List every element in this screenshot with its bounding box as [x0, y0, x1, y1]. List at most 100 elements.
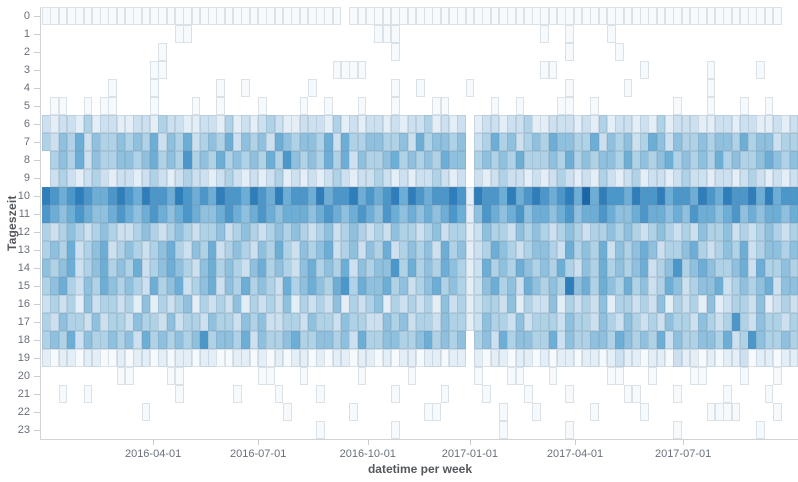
heatmap-cell[interactable] [291, 277, 300, 295]
heatmap-cell[interactable] [573, 277, 583, 295]
heatmap-cell[interactable] [640, 313, 649, 331]
heatmap-cell[interactable] [415, 169, 425, 187]
heatmap-cell[interactable] [789, 205, 798, 223]
heatmap-cell[interactable] [449, 241, 458, 259]
heatmap-cell[interactable] [739, 187, 749, 205]
heatmap-cell[interactable] [432, 403, 442, 421]
heatmap-cell[interactable] [432, 241, 442, 259]
heatmap-cell[interactable] [465, 277, 475, 295]
heatmap-cell[interactable] [781, 295, 791, 313]
heatmap-cell[interactable] [366, 241, 375, 259]
heatmap-cell[interactable] [116, 115, 126, 133]
heatmap-cell[interactable] [773, 151, 782, 169]
heatmap-cell[interactable] [407, 349, 417, 367]
heatmap-cell[interactable] [341, 223, 350, 241]
heatmap-cell[interactable] [399, 349, 408, 367]
heatmap-cell[interactable] [449, 223, 458, 241]
heatmap-cell[interactable] [781, 151, 791, 169]
heatmap-cell[interactable] [58, 169, 68, 187]
heatmap-cell[interactable] [349, 7, 359, 25]
heatmap-cell[interactable] [590, 295, 599, 313]
heatmap-cell[interactable] [191, 151, 201, 169]
heatmap-cell[interactable] [258, 259, 267, 277]
heatmap-cell[interactable] [640, 169, 649, 187]
heatmap-cell[interactable] [739, 151, 749, 169]
heatmap-cell[interactable] [739, 97, 749, 115]
heatmap-cell[interactable] [565, 187, 575, 205]
heatmap-cell[interactable] [75, 313, 84, 331]
heatmap-cell[interactable] [631, 313, 641, 331]
heatmap-cell[interactable] [590, 169, 599, 187]
heatmap-cell[interactable] [665, 277, 674, 295]
heatmap-cell[interactable] [258, 295, 267, 313]
heatmap-cell[interactable] [714, 151, 724, 169]
heatmap-cell[interactable] [75, 223, 84, 241]
heatmap-cell[interactable] [690, 313, 699, 331]
heatmap-cell[interactable] [382, 7, 392, 25]
heatmap-cell[interactable] [723, 7, 732, 25]
heatmap-cell[interactable] [764, 133, 774, 151]
heatmap-cell[interactable] [540, 61, 550, 79]
heatmap-cell[interactable] [449, 115, 458, 133]
heatmap-cell[interactable] [648, 187, 658, 205]
heatmap-cell[interactable] [208, 313, 217, 331]
heatmap-cell[interactable] [565, 79, 575, 97]
heatmap-cell[interactable] [399, 133, 408, 151]
heatmap-cell[interactable] [623, 385, 633, 403]
heatmap-cell[interactable] [158, 277, 167, 295]
heatmap-cell[interactable] [482, 259, 491, 277]
heatmap-cell[interactable] [116, 169, 126, 187]
heatmap-cell[interactable] [324, 205, 334, 223]
heatmap-cell[interactable] [100, 187, 109, 205]
heatmap-cell[interactable] [349, 241, 359, 259]
heatmap-cell[interactable] [640, 331, 649, 349]
heatmap-cell[interactable] [706, 259, 716, 277]
heatmap-cell[interactable] [116, 259, 126, 277]
heatmap-cell[interactable] [291, 205, 300, 223]
heatmap-cell[interactable] [598, 7, 608, 25]
heatmap-cell[interactable] [125, 367, 134, 385]
heatmap-cell[interactable] [75, 259, 84, 277]
heatmap-cell[interactable] [141, 115, 151, 133]
heatmap-cell[interactable] [174, 25, 184, 43]
heatmap-cell[interactable] [166, 223, 176, 241]
heatmap-cell[interactable] [374, 277, 383, 295]
heatmap-cell[interactable] [706, 223, 716, 241]
heatmap-cell[interactable] [490, 205, 500, 223]
heatmap-cell[interactable] [706, 313, 716, 331]
heatmap-cell[interactable] [341, 259, 350, 277]
heatmap-cell[interactable] [307, 115, 317, 133]
heatmap-cell[interactable] [216, 115, 226, 133]
heatmap-cell[interactable] [748, 133, 757, 151]
heatmap-cell[interactable] [515, 367, 525, 385]
heatmap-cell[interactable] [349, 277, 359, 295]
heatmap-cell[interactable] [374, 241, 383, 259]
heatmap-cell[interactable] [183, 151, 192, 169]
heatmap-cell[interactable] [490, 313, 500, 331]
heatmap-cell[interactable] [623, 187, 633, 205]
heatmap-cell[interactable] [116, 223, 126, 241]
heatmap-cell[interactable] [191, 115, 201, 133]
heatmap-cell[interactable] [150, 241, 159, 259]
heatmap-cell[interactable] [432, 223, 442, 241]
heatmap-cell[interactable] [623, 7, 633, 25]
heatmap-cell[interactable] [424, 223, 433, 241]
heatmap-cell[interactable] [515, 151, 525, 169]
heatmap-cell[interactable] [174, 205, 184, 223]
heatmap-cell[interactable] [349, 331, 359, 349]
heatmap-cell[interactable] [482, 241, 491, 259]
heatmap-cell[interactable] [282, 151, 292, 169]
heatmap-cell[interactable] [332, 313, 342, 331]
heatmap-cell[interactable] [449, 151, 458, 169]
heatmap-cell[interactable] [606, 241, 616, 259]
heatmap-cell[interactable] [465, 295, 475, 313]
heatmap-cell[interactable] [390, 349, 400, 367]
heatmap-cell[interactable] [756, 241, 766, 259]
heatmap-cell[interactable] [781, 205, 791, 223]
heatmap-cell[interactable] [224, 151, 234, 169]
heatmap-cell[interactable] [432, 295, 442, 313]
heatmap-cell[interactable] [573, 205, 583, 223]
heatmap-cell[interactable] [440, 205, 450, 223]
heatmap-cell[interactable] [291, 331, 300, 349]
heatmap-cell[interactable] [648, 205, 658, 223]
